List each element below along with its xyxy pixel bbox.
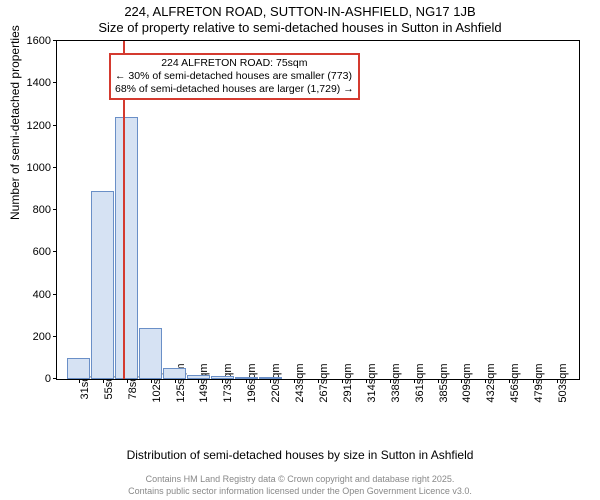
x-tick-label: 385sqm <box>438 363 450 402</box>
y-tick-label: 1400 <box>27 77 51 89</box>
y-tick-label: 1000 <box>27 162 51 174</box>
chart-title-line1: 224, ALFRETON ROAD, SUTTON-IN-ASHFIELD, … <box>0 4 600 19</box>
footer-copyright-line1: Contains HM Land Registry data © Crown c… <box>0 474 600 484</box>
annotation-line1: 224 ALFRETON ROAD: 75sqm <box>115 57 354 70</box>
y-tick-label: 1600 <box>27 35 51 47</box>
histogram-bar <box>139 328 162 379</box>
x-tick-label: 432sqm <box>485 363 497 402</box>
x-tick-label: 503sqm <box>557 363 569 402</box>
annotation-line3: 68% of semi-detached houses are larger (… <box>115 83 354 96</box>
histogram-bar <box>259 377 282 379</box>
x-tick-label: 479sqm <box>533 363 545 402</box>
histogram-bar <box>163 368 186 379</box>
x-tick-label: 314sqm <box>366 363 378 402</box>
x-tick-label: 456sqm <box>509 363 521 402</box>
histogram-bar <box>115 117 138 379</box>
x-tick-label: 173sqm <box>222 363 234 402</box>
x-axis-label: Distribution of semi-detached houses by … <box>0 448 600 462</box>
histogram-bar <box>235 377 258 379</box>
histogram-bar <box>211 376 234 379</box>
histogram-bar <box>187 375 210 379</box>
histogram-bar <box>67 358 90 379</box>
x-tick-label: 220sqm <box>270 363 282 402</box>
x-tick-label: 291sqm <box>342 363 354 402</box>
x-tick-label: 267sqm <box>318 363 330 402</box>
chart-title-line2: Size of property relative to semi-detach… <box>0 20 600 35</box>
x-tick-label: 409sqm <box>461 363 473 402</box>
annotation-box: 224 ALFRETON ROAD: 75sqm← 30% of semi-de… <box>109 53 360 100</box>
histogram-bar <box>91 191 114 379</box>
plot-area: 0200400600800100012001400160031sqm55sqm7… <box>56 40 580 380</box>
y-tick-label: 0 <box>45 373 51 385</box>
x-tick-label: 149sqm <box>198 363 210 402</box>
y-tick-label: 800 <box>33 204 51 216</box>
y-axis-label: Number of semi-detached properties <box>8 25 22 220</box>
y-tick-label: 600 <box>33 246 51 258</box>
y-tick-label: 400 <box>33 289 51 301</box>
annotation-line2: ← 30% of semi-detached houses are smalle… <box>115 70 354 83</box>
x-tick-label: 361sqm <box>414 363 426 402</box>
footer-copyright-line2: Contains public sector information licen… <box>0 486 600 496</box>
x-tick-label: 196sqm <box>246 363 258 402</box>
y-tick-label: 1200 <box>27 120 51 132</box>
x-tick-label: 338sqm <box>390 363 402 402</box>
y-tick-label: 200 <box>33 331 51 343</box>
x-tick-label: 243sqm <box>294 363 306 402</box>
